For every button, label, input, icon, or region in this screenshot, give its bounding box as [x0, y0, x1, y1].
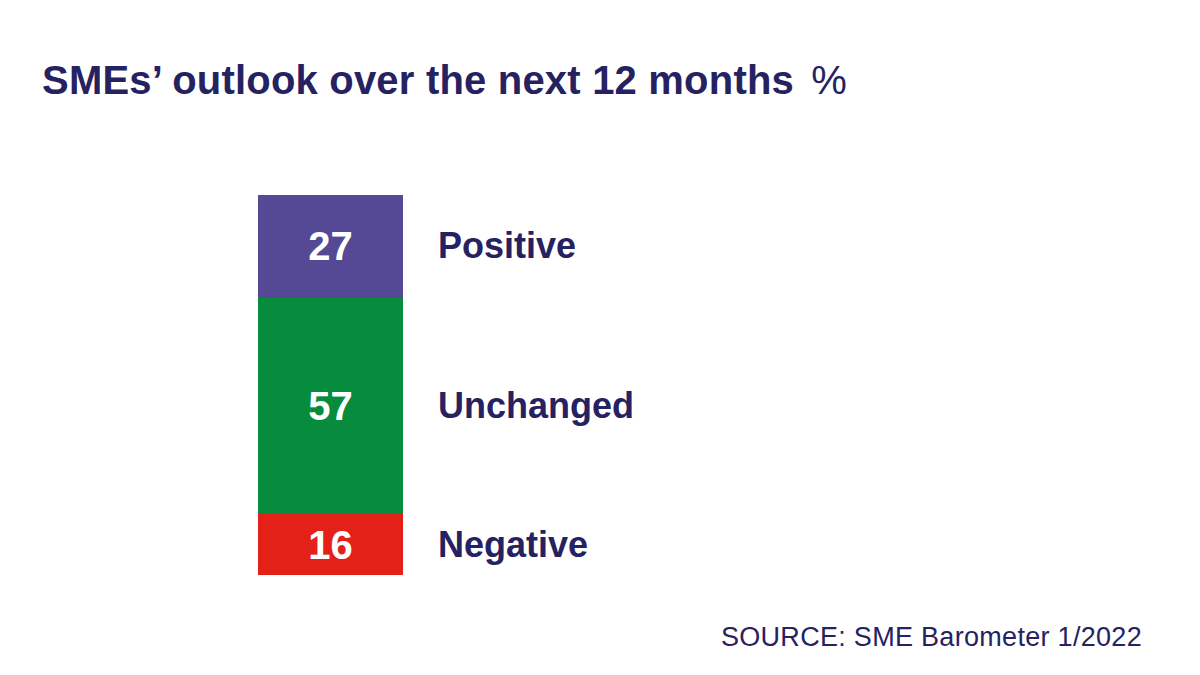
segment-value-positive: 27 — [308, 226, 353, 266]
source-attribution: SOURCE: SME Barometer 1/2022 — [721, 622, 1142, 653]
segment-value-unchanged: 57 — [308, 386, 353, 426]
page-title-percent-sign: % — [811, 58, 847, 102]
bar-segment-row-unchanged: 57 Unchanged — [258, 298, 634, 515]
infographic-canvas: SMEs’ outlook over the next 12 months % … — [0, 0, 1200, 675]
segment-label-negative: Negative — [438, 527, 588, 563]
stacked-bar-chart: 27 Positive 57 Unchanged 16 Negative — [258, 195, 634, 575]
segment-label-positive: Positive — [438, 228, 576, 264]
page-title: SMEs’ outlook over the next 12 months % — [42, 58, 847, 102]
bar-segment-row-positive: 27 Positive — [258, 195, 634, 298]
page-title-text: SMEs’ outlook over the next 12 months — [42, 58, 794, 102]
bar-segment-row-negative: 16 Negative — [258, 514, 634, 575]
bar-segment-negative: 16 — [258, 514, 403, 575]
segment-label-unchanged: Unchanged — [438, 388, 634, 424]
bar-segment-positive: 27 — [258, 195, 403, 298]
bar-segment-unchanged: 57 — [258, 298, 403, 515]
segment-value-negative: 16 — [308, 525, 353, 565]
